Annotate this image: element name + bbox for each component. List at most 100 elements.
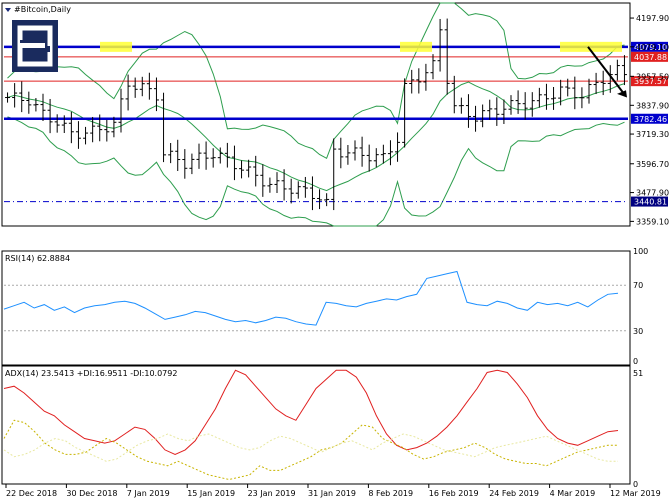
ohlc-bar bbox=[380, 144, 386, 164]
ohlc-bar bbox=[125, 74, 131, 111]
ohlc-bar bbox=[111, 116, 117, 138]
ohlc-bar bbox=[189, 153, 195, 175]
y-tick-label: 3596.70 bbox=[636, 160, 669, 169]
price-level-label: 4079.10 bbox=[634, 43, 667, 52]
ohlc-bar bbox=[331, 138, 337, 211]
y-tick-label: 4079.10 bbox=[636, 43, 669, 52]
bollinger-middle bbox=[7, 81, 625, 192]
rsi-series bbox=[3, 270, 628, 332]
adx-line bbox=[3, 433, 618, 462]
ohlc-bar bbox=[12, 83, 18, 108]
ohlc-bar bbox=[196, 143, 202, 169]
ohlc-bar bbox=[40, 93, 46, 122]
ohlc-bar bbox=[274, 172, 280, 194]
highlight-zone bbox=[100, 41, 132, 52]
ohlc-bar bbox=[515, 90, 521, 114]
ohlc-bar bbox=[153, 77, 159, 112]
ohlc-bar bbox=[345, 145, 351, 165]
ohlc-bar bbox=[210, 148, 216, 168]
ohlc-bar bbox=[338, 137, 344, 169]
ohlc-bar bbox=[501, 99, 507, 124]
ohlc-bar bbox=[203, 141, 209, 170]
bollinger-upper bbox=[7, 2, 625, 160]
highlight-zone bbox=[560, 41, 622, 52]
ohlc-bar bbox=[465, 94, 471, 128]
ohlc-bar bbox=[458, 97, 464, 114]
ohlc-bar bbox=[487, 99, 493, 120]
adx-line bbox=[3, 369, 619, 455]
ohlc-bar bbox=[68, 111, 74, 144]
highlight-zone bbox=[400, 41, 432, 52]
ohlc-bar bbox=[309, 176, 315, 211]
ohlc-bar bbox=[231, 145, 237, 181]
adx-tick-label: 51 bbox=[633, 369, 643, 378]
price-chart-title: #Bitcoin,Daily bbox=[14, 5, 71, 14]
adx-title: ADX(14) 23.5413 +DI:16.9511 -DI:10.0792 bbox=[5, 369, 177, 378]
ohlc-bar bbox=[572, 76, 578, 110]
broker-logo bbox=[12, 20, 58, 72]
ohlc-bar bbox=[352, 140, 358, 161]
x-tick-label: 16 Feb 2019 bbox=[429, 489, 479, 498]
ohlc-bar bbox=[33, 98, 39, 112]
adx-series bbox=[3, 369, 619, 481]
x-tick-label: 4 Mar 2019 bbox=[550, 489, 596, 498]
ohlc-bar bbox=[217, 147, 223, 164]
price-level-tag bbox=[631, 41, 668, 52]
rsi-tick-label: 100 bbox=[633, 247, 648, 256]
ohlc-bar bbox=[543, 83, 549, 110]
y-tick-label: 3719.30 bbox=[636, 130, 669, 139]
ohlc-bar bbox=[182, 149, 188, 179]
ohlc-bar bbox=[118, 88, 124, 133]
price-panel-frame bbox=[1, 2, 631, 227]
ohlc-bar bbox=[302, 176, 308, 198]
x-tick-label: 30 Dec 2018 bbox=[66, 489, 117, 498]
ohlc-bar bbox=[366, 144, 372, 172]
ohlc-bar bbox=[260, 164, 266, 197]
x-tick-label: 15 Jan 2019 bbox=[187, 489, 235, 498]
ohlc-bar bbox=[565, 78, 571, 97]
bollinger-bands bbox=[7, 2, 625, 227]
x-tick-label: 7 Jan 2019 bbox=[127, 489, 170, 498]
ohlc-bar bbox=[288, 178, 294, 204]
x-tick-label: 8 Feb 2019 bbox=[368, 489, 413, 498]
ohlc-bar bbox=[239, 160, 245, 179]
ohlc-bar bbox=[473, 105, 479, 132]
ohlc-bar bbox=[26, 91, 32, 114]
ohlc-bar bbox=[324, 193, 330, 207]
ohlc-bar bbox=[90, 116, 96, 143]
ohlc-bar bbox=[5, 92, 11, 103]
price-level-label: 3937.57 bbox=[634, 77, 667, 86]
price-level-tag bbox=[631, 113, 668, 124]
ohlc-bar bbox=[47, 98, 53, 134]
ohlc-bar bbox=[168, 142, 174, 164]
price-level-label: 3782.46 bbox=[634, 115, 667, 124]
ohlc-bar bbox=[83, 126, 89, 145]
ohlc-bar bbox=[529, 92, 535, 117]
ohlc-bar bbox=[558, 79, 564, 106]
rsi-title: RSI(14) 62.8884 bbox=[5, 254, 70, 263]
ohlc-bar bbox=[224, 142, 230, 168]
x-tick-label: 23 Jan 2019 bbox=[248, 489, 296, 498]
ohlc-bar bbox=[621, 55, 627, 86]
rsi-tick-label: 0 bbox=[633, 357, 638, 366]
rsi-panel-frame bbox=[1, 250, 631, 366]
ohlc-bar bbox=[175, 139, 181, 172]
ohlc-bar bbox=[607, 65, 613, 93]
bollinger-lower bbox=[7, 116, 625, 227]
x-tick-label: 24 Feb 2019 bbox=[489, 489, 539, 498]
ohlc-bar bbox=[430, 54, 436, 80]
ohlc-bars bbox=[5, 18, 627, 211]
rsi-tick-label: 70 bbox=[633, 281, 643, 290]
menu-arrow-icon[interactable] bbox=[5, 8, 11, 12]
ohlc-bar bbox=[104, 119, 110, 142]
ohlc-bar bbox=[161, 92, 167, 163]
y-tick-label: 3359.10 bbox=[636, 217, 669, 226]
ohlc-bar bbox=[522, 92, 528, 120]
ohlc-bar bbox=[295, 181, 301, 199]
ohlc-bar bbox=[54, 114, 60, 133]
ohlc-bar bbox=[600, 70, 606, 96]
ohlc-bar bbox=[614, 59, 620, 81]
adx-panel-frame bbox=[1, 365, 631, 485]
ohlc-bar bbox=[536, 87, 542, 108]
